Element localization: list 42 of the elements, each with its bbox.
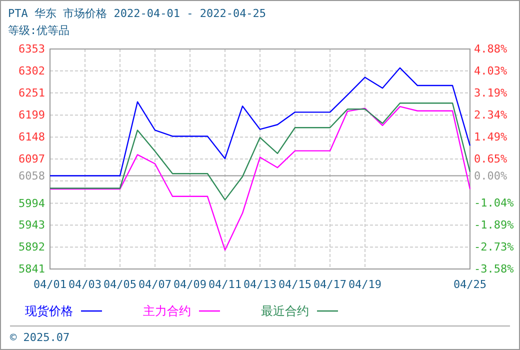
y2-tick-label: 1.49% bbox=[474, 130, 508, 144]
y2-tick-label: 3.19% bbox=[474, 86, 508, 100]
legend-label: 主力合约 bbox=[143, 304, 191, 318]
y2-tick-label: -1.04% bbox=[474, 196, 514, 210]
x-tick-label: 04/05 bbox=[103, 278, 137, 291]
y-tick-label: 5841 bbox=[18, 262, 45, 276]
legend-label: 最近合约 bbox=[261, 304, 309, 318]
x-tick-label: 04/17 bbox=[313, 278, 347, 291]
x-tick-label: 04/15 bbox=[278, 278, 312, 291]
x-tick-label: 04/01 bbox=[33, 278, 67, 291]
y2-tick-label: 0.00% bbox=[474, 169, 508, 182]
chart-subtitle: 等级:优等品 bbox=[8, 24, 70, 37]
y-tick-label: 5994 bbox=[18, 196, 46, 210]
y-tick-label: 6148 bbox=[18, 130, 45, 144]
line-series bbox=[49, 102, 471, 200]
y-tick-label: 6199 bbox=[18, 108, 45, 122]
chart-title: PTA 华东 市场价格 2022-04-01 - 2022-04-25 bbox=[8, 7, 266, 20]
x-tick-label: 04/07 bbox=[138, 278, 172, 291]
ref-line-label: 6058 bbox=[18, 170, 45, 183]
y2-tick-label: -2.73% bbox=[474, 240, 514, 254]
y2-tick-label: 2.34% bbox=[474, 108, 508, 122]
y2-tick-label: 4.03% bbox=[474, 64, 508, 78]
y-tick-label: 5943 bbox=[18, 218, 45, 232]
y2-tick-label: 4.88% bbox=[474, 42, 508, 56]
line-series bbox=[49, 106, 471, 251]
text: © 2025.07 bbox=[10, 331, 70, 344]
y-tick-label: 5892 bbox=[18, 240, 45, 254]
x-tick-label: 04/11 bbox=[208, 278, 242, 291]
x-tick-label: 04/25 bbox=[453, 278, 487, 291]
y-tick-label: 6302 bbox=[18, 64, 45, 78]
y2-tick-label: -3.58% bbox=[474, 262, 514, 276]
y2-tick-label: 0.65% bbox=[474, 152, 508, 166]
x-tick-label: 04/09 bbox=[173, 278, 207, 291]
y-tick-label: 6251 bbox=[18, 86, 45, 100]
y-tick-label: 6353 bbox=[18, 42, 45, 56]
y-tick-label: 6097 bbox=[18, 152, 45, 166]
x-tick-label: 04/03 bbox=[68, 278, 102, 291]
legend-label: 现货价格 bbox=[25, 304, 73, 318]
line-series bbox=[49, 67, 471, 176]
x-tick-label: 04/19 bbox=[348, 278, 382, 291]
y2-tick-label: -1.89% bbox=[474, 218, 514, 232]
x-tick-label: 04/13 bbox=[243, 278, 277, 291]
